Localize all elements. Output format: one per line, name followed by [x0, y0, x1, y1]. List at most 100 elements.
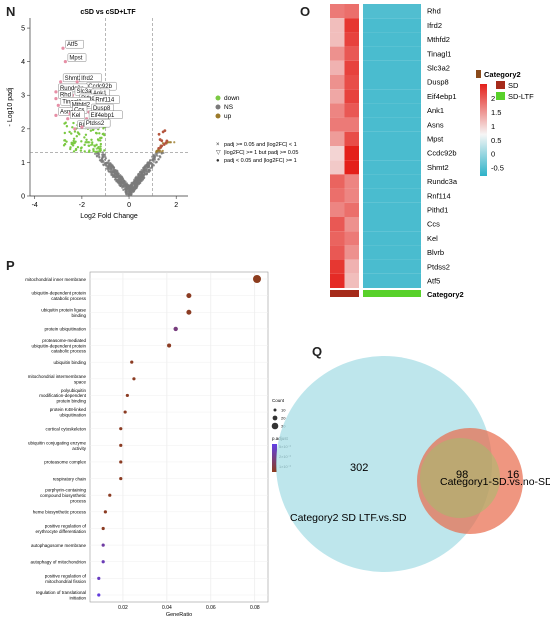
panel-letter-p: P [6, 258, 15, 273]
ns-point [129, 184, 132, 187]
up-point [159, 146, 163, 149]
ns-point [109, 162, 112, 165]
ns-point [169, 141, 172, 144]
heatmap-row-label: Ccdc92b [427, 149, 457, 158]
size-legend-dot [272, 415, 278, 421]
down-point [64, 121, 67, 124]
ns-point [146, 161, 149, 164]
heatmap-cell [377, 18, 392, 33]
heatmap-row-label: Ifrd2 [427, 21, 442, 30]
go-term-dot [186, 309, 192, 315]
heatmap-cell [406, 160, 421, 175]
heatmap-cell [330, 160, 345, 175]
plot-frame [89, 271, 269, 603]
heatmap-row-label: Slc3a2 [427, 63, 450, 72]
gene-label: Rhd [60, 93, 71, 99]
category-legend-label: SD-LTF [508, 92, 534, 101]
intersection-overlay [420, 438, 500, 518]
go-term-label: ubiquitin binding [53, 360, 86, 365]
legend-shape-icon: × [216, 142, 220, 148]
heatmap-cell [377, 4, 392, 19]
go-term-dot [130, 360, 134, 364]
gene-point [56, 103, 60, 107]
legend-shape-icon: ▽ [216, 150, 221, 156]
volcano-title: cSD vs cSD+LTF [80, 9, 136, 16]
down-point [83, 136, 86, 139]
ns-point [137, 173, 140, 176]
gene-point [54, 113, 58, 117]
gene-label-box [70, 110, 85, 119]
go-term-label: heme biosynthetic process [33, 510, 87, 515]
ns-point [106, 168, 110, 171]
x-axis-title: Log2 Fold Change [80, 213, 138, 220]
go-term-label: mitochondrial inner membrane [25, 277, 86, 282]
y-tick-label: 5 [21, 26, 25, 33]
x-tick-label: -4 [32, 202, 38, 209]
go-term-dot [119, 476, 123, 481]
go-term-label: ubiquitin-dependent protein catabolic pro… [31, 291, 86, 301]
heatmap-cell [406, 174, 421, 189]
heatmap-cell [330, 217, 345, 232]
ns-point [151, 163, 154, 166]
ns-point [155, 160, 158, 163]
heatmap-cell [330, 75, 345, 90]
gene-label: Ptdss2 [86, 121, 105, 127]
heatmap-row-label: Rundc3a [427, 177, 458, 186]
down-point [91, 128, 95, 132]
heatmap-cell [330, 273, 345, 288]
heatmap-cell [392, 188, 407, 203]
go-term-dot [119, 427, 123, 431]
ns-point [147, 164, 151, 167]
category-bar-cell [377, 290, 392, 297]
heatmap-cell [392, 174, 407, 189]
down-point [63, 139, 67, 142]
heatmap-cell [363, 188, 378, 203]
go-term-dot [97, 576, 101, 580]
heatmap-row-label: Atf5 [427, 276, 440, 285]
go-term-dot [173, 326, 178, 332]
heatmap-cell [363, 103, 378, 118]
heatmap-cell [377, 46, 392, 61]
legend-swatch [215, 104, 221, 110]
ns-point [143, 167, 146, 170]
gene-label: Asns [60, 109, 73, 115]
heatmap-cell [344, 217, 359, 232]
heatmap-cell [377, 188, 392, 203]
heatmap-cell [377, 75, 392, 90]
heatmap-cell [344, 18, 359, 33]
ns-point [152, 153, 155, 157]
heatmap-cell [406, 75, 421, 90]
gene-label-box [65, 40, 84, 49]
down-point [76, 131, 80, 134]
gene-label-box [79, 73, 102, 83]
heatmap-cell [363, 75, 378, 90]
heatmap-cell [392, 259, 407, 274]
gene-point [54, 97, 58, 101]
ns-point [145, 172, 149, 176]
ns-point [159, 155, 162, 158]
ns-point [134, 177, 137, 181]
heatmap-cell [392, 146, 407, 161]
gene-label: Rundc3a [60, 86, 85, 92]
ns-point [114, 169, 117, 172]
gene-point [75, 80, 79, 84]
down-point [101, 132, 105, 136]
heatmap-cell [392, 202, 407, 217]
colorbar-tick-label: -0.5 [491, 164, 504, 173]
down-point [71, 144, 75, 147]
heatmap-cell [330, 259, 345, 274]
ns-point [143, 165, 146, 168]
heatmap-cell [392, 89, 407, 104]
ns-point [105, 162, 108, 165]
ns-point [143, 171, 147, 174]
heatmap-cell [377, 202, 392, 217]
gene-label: Shmt2 [65, 76, 83, 82]
heatmap-cell [363, 273, 378, 288]
down-point [62, 144, 66, 147]
heatmap-cell [330, 231, 345, 246]
go-term-label: cortical cytoskeleton [45, 426, 86, 431]
gene-point [80, 125, 84, 129]
down-point [76, 145, 80, 149]
up-point [157, 146, 161, 150]
colorbar-tick-label: 0 [491, 150, 495, 159]
